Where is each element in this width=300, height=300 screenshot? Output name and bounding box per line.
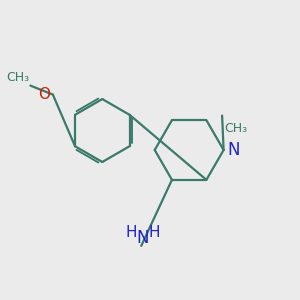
Text: N: N: [136, 230, 149, 247]
Text: H: H: [148, 225, 160, 240]
Text: CH₃: CH₃: [6, 71, 29, 84]
Text: O: O: [38, 87, 50, 102]
Text: N: N: [227, 141, 240, 159]
Text: CH₃: CH₃: [224, 122, 248, 135]
Text: H: H: [126, 225, 137, 240]
